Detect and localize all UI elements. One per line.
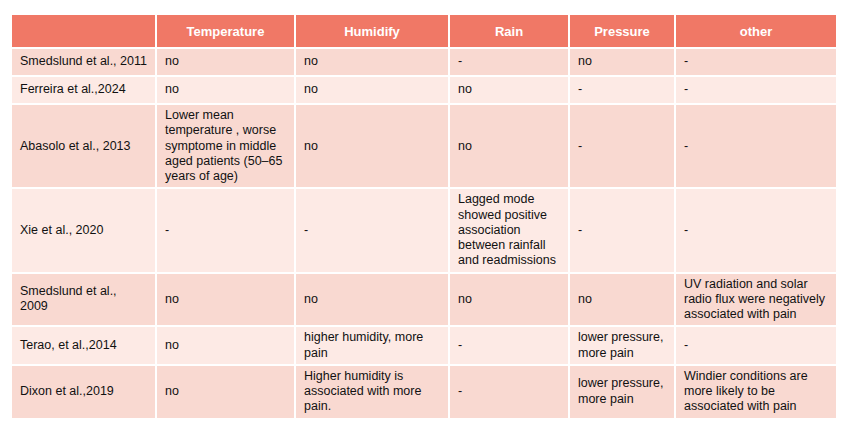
table-row: Abasolo et al., 2013Lower mean temperatu… — [12, 105, 836, 187]
temperature-cell: no — [157, 49, 294, 75]
temperature-cell: no — [157, 77, 294, 103]
rain-cell: - — [450, 49, 568, 75]
humidify-cell: higher humidity, more pain — [296, 327, 448, 364]
study-cell: Dixon et al.,2019 — [12, 366, 155, 418]
rain-cell: - — [450, 327, 568, 364]
pressure-cell: - — [570, 105, 674, 187]
temperature-cell: - — [157, 189, 294, 271]
table-row: Xie et al., 2020--Lagged mode showed pos… — [12, 189, 836, 271]
header-row: Temperature Humidify Rain Pressure other — [12, 15, 836, 47]
pressure-cell: no — [570, 274, 674, 326]
humidify-cell: no — [296, 49, 448, 75]
temperature-cell: no — [157, 274, 294, 326]
humidify-cell: no — [296, 105, 448, 187]
study-cell: Terao, et al.,2014 — [12, 327, 155, 364]
pressure-cell: lower pressure, more pain — [570, 366, 674, 418]
header-cell-pressure: Pressure — [570, 15, 674, 47]
pressure-cell: - — [570, 77, 674, 103]
header-cell-humidify: Humidify — [296, 15, 448, 47]
temperature-cell: no — [157, 327, 294, 364]
other-cell: UV radiation and solar radio flux were n… — [676, 274, 836, 326]
other-cell: - — [676, 189, 836, 271]
study-cell: Smedslund et al., 2011 — [12, 49, 155, 75]
other-cell: - — [676, 327, 836, 364]
other-cell: Windier conditions are more likely to be… — [676, 366, 836, 418]
rain-cell: no — [450, 77, 568, 103]
header-cell-other: other — [676, 15, 836, 47]
humidify-cell: Higher humidity is associated with more … — [296, 366, 448, 418]
temperature-cell: Lower mean temperature , worse symptome … — [157, 105, 294, 187]
humidify-cell: no — [296, 274, 448, 326]
study-cell: Xie et al., 2020 — [12, 189, 155, 271]
study-cell: Smedslund et al., 2009 — [12, 274, 155, 326]
other-cell: - — [676, 49, 836, 75]
humidify-cell: - — [296, 189, 448, 271]
humidify-cell: no — [296, 77, 448, 103]
pressure-cell: - — [570, 189, 674, 271]
table-row: Smedslund et al., 2011nono-no- — [12, 49, 836, 75]
table-row: Dixon et al.,2019noHigher humidity is as… — [12, 366, 836, 418]
weather-pain-study-table: Temperature Humidify Rain Pressure other… — [10, 13, 838, 420]
pressure-cell: no — [570, 49, 674, 75]
slide-canvas: Temperature Humidify Rain Pressure other… — [0, 0, 844, 422]
header-cell-study — [12, 15, 155, 47]
header-cell-rain: Rain — [450, 15, 568, 47]
other-cell: - — [676, 77, 836, 103]
rain-cell: - — [450, 366, 568, 418]
rain-cell: no — [450, 105, 568, 187]
other-cell: - — [676, 105, 836, 187]
table-header: Temperature Humidify Rain Pressure other — [12, 15, 836, 47]
header-cell-temperature: Temperature — [157, 15, 294, 47]
table-row: Terao, et al.,2014nohigher humidity, mor… — [12, 327, 836, 364]
table-body: Smedslund et al., 2011nono-no-Ferreira e… — [12, 49, 836, 418]
rain-cell: no — [450, 274, 568, 326]
pressure-cell: lower pressure, more pain — [570, 327, 674, 364]
table-row: Ferreira et al.,2024nonono-- — [12, 77, 836, 103]
rain-cell: Lagged mode showed positive association … — [450, 189, 568, 271]
temperature-cell: no — [157, 366, 294, 418]
study-cell: Abasolo et al., 2013 — [12, 105, 155, 187]
study-cell: Ferreira et al.,2024 — [12, 77, 155, 103]
table-row: Smedslund et al., 2009nonononoUV radiati… — [12, 274, 836, 326]
